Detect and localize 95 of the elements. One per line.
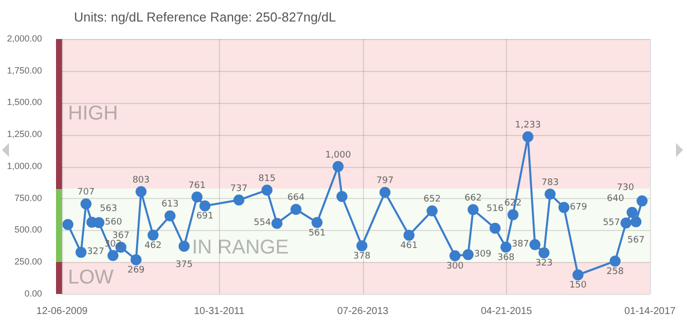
point	[626, 206, 638, 218]
point	[636, 195, 648, 206]
point	[620, 217, 632, 228]
data-label: 309	[474, 249, 492, 260]
data-label: 567	[627, 236, 645, 246]
data-label: 368	[497, 252, 515, 263]
data-label: 327	[87, 247, 104, 258]
data-label: 462	[144, 240, 162, 251]
data-label: 554	[254, 218, 272, 228]
y-tick-label: 1,500.00	[6, 97, 42, 108]
point	[76, 246, 87, 258]
band-label: IN RANGE	[192, 236, 289, 259]
point	[332, 161, 344, 172]
point	[148, 230, 159, 241]
data-label: 803	[132, 175, 150, 186]
data-label: 691	[196, 212, 214, 222]
data-label: 662	[464, 193, 482, 204]
y-tick-label: 1,750.00	[6, 65, 42, 76]
y-tick-label: 500.00	[14, 224, 42, 235]
point	[426, 205, 438, 216]
data-label: 815	[258, 174, 276, 184]
data-label: 613	[161, 200, 179, 210]
data-label: 737	[230, 184, 248, 194]
point	[336, 190, 348, 202]
data-label: 761	[188, 180, 206, 191]
data-label: 652	[424, 194, 441, 205]
point	[522, 131, 534, 142]
data-label: 640	[606, 194, 624, 204]
point	[379, 186, 390, 198]
y-tick-label: 750.00	[14, 192, 42, 203]
point	[178, 240, 190, 252]
data-label: 797	[376, 176, 394, 186]
point	[462, 249, 474, 260]
data-label: 367	[112, 231, 130, 242]
data-label: 323	[535, 258, 553, 269]
y-tick-label: 1,250.00	[6, 129, 42, 140]
band-label: HIGH	[68, 102, 118, 124]
point	[290, 204, 302, 215]
data-label: 561	[308, 228, 326, 238]
point	[572, 269, 584, 280]
data-label: 563	[100, 204, 118, 214]
data-label: 150	[569, 280, 587, 291]
data-label: 1,000	[325, 150, 352, 160]
data-label: 707	[77, 188, 95, 198]
point	[191, 191, 202, 202]
point	[130, 254, 142, 266]
point	[468, 204, 479, 216]
point	[271, 218, 282, 229]
x-tick-label: 04-21-2015	[480, 306, 532, 317]
y-tick-label: 0.00	[24, 288, 42, 298]
y-tick-label: 2,000.00	[6, 33, 42, 44]
x-tick-label: 10-31-2011	[194, 306, 245, 317]
data-label: 375	[175, 260, 193, 270]
data-label: 560	[104, 217, 122, 228]
data-label: 269	[127, 266, 145, 276]
point	[449, 250, 460, 262]
data-label: 679	[570, 202, 588, 212]
band-label: LOW	[68, 266, 114, 289]
point	[62, 219, 74, 230]
x-tick-label: 12-06-2009	[36, 306, 88, 317]
point	[356, 240, 368, 252]
chart-title: Units: ng/dL Reference Range: 250-827ng/dL	[74, 10, 336, 25]
point	[261, 184, 272, 196]
y-tick-label: 1,000.00	[6, 160, 42, 171]
y-tick-label: 250.00	[14, 256, 42, 267]
point	[164, 210, 176, 222]
x-tick-label: 07-26-2013	[337, 306, 389, 317]
point	[136, 186, 147, 198]
data-label: 387	[512, 240, 529, 250]
point	[544, 188, 556, 200]
point	[107, 250, 118, 261]
point	[312, 216, 323, 228]
point	[538, 247, 550, 258]
point	[529, 239, 540, 250]
point	[199, 200, 210, 212]
x-tick-label: 01-14-2017	[624, 306, 676, 317]
point	[233, 194, 244, 206]
data-label: 783	[542, 178, 559, 188]
data-label: 516	[486, 204, 504, 214]
data-label: 1,233	[515, 120, 541, 131]
point	[490, 222, 501, 234]
data-label: 730	[616, 182, 634, 193]
data-label: 557	[602, 218, 620, 228]
data-label: 461	[400, 241, 418, 252]
data-label: 664	[287, 193, 305, 204]
data-label: 300	[446, 262, 464, 272]
point	[507, 209, 518, 220]
point	[404, 230, 414, 241]
point	[630, 216, 642, 228]
point	[610, 256, 621, 267]
point	[558, 202, 570, 213]
point	[500, 242, 512, 253]
data-label: 378	[353, 252, 371, 262]
point	[80, 198, 92, 210]
data-label: 258	[606, 266, 624, 277]
